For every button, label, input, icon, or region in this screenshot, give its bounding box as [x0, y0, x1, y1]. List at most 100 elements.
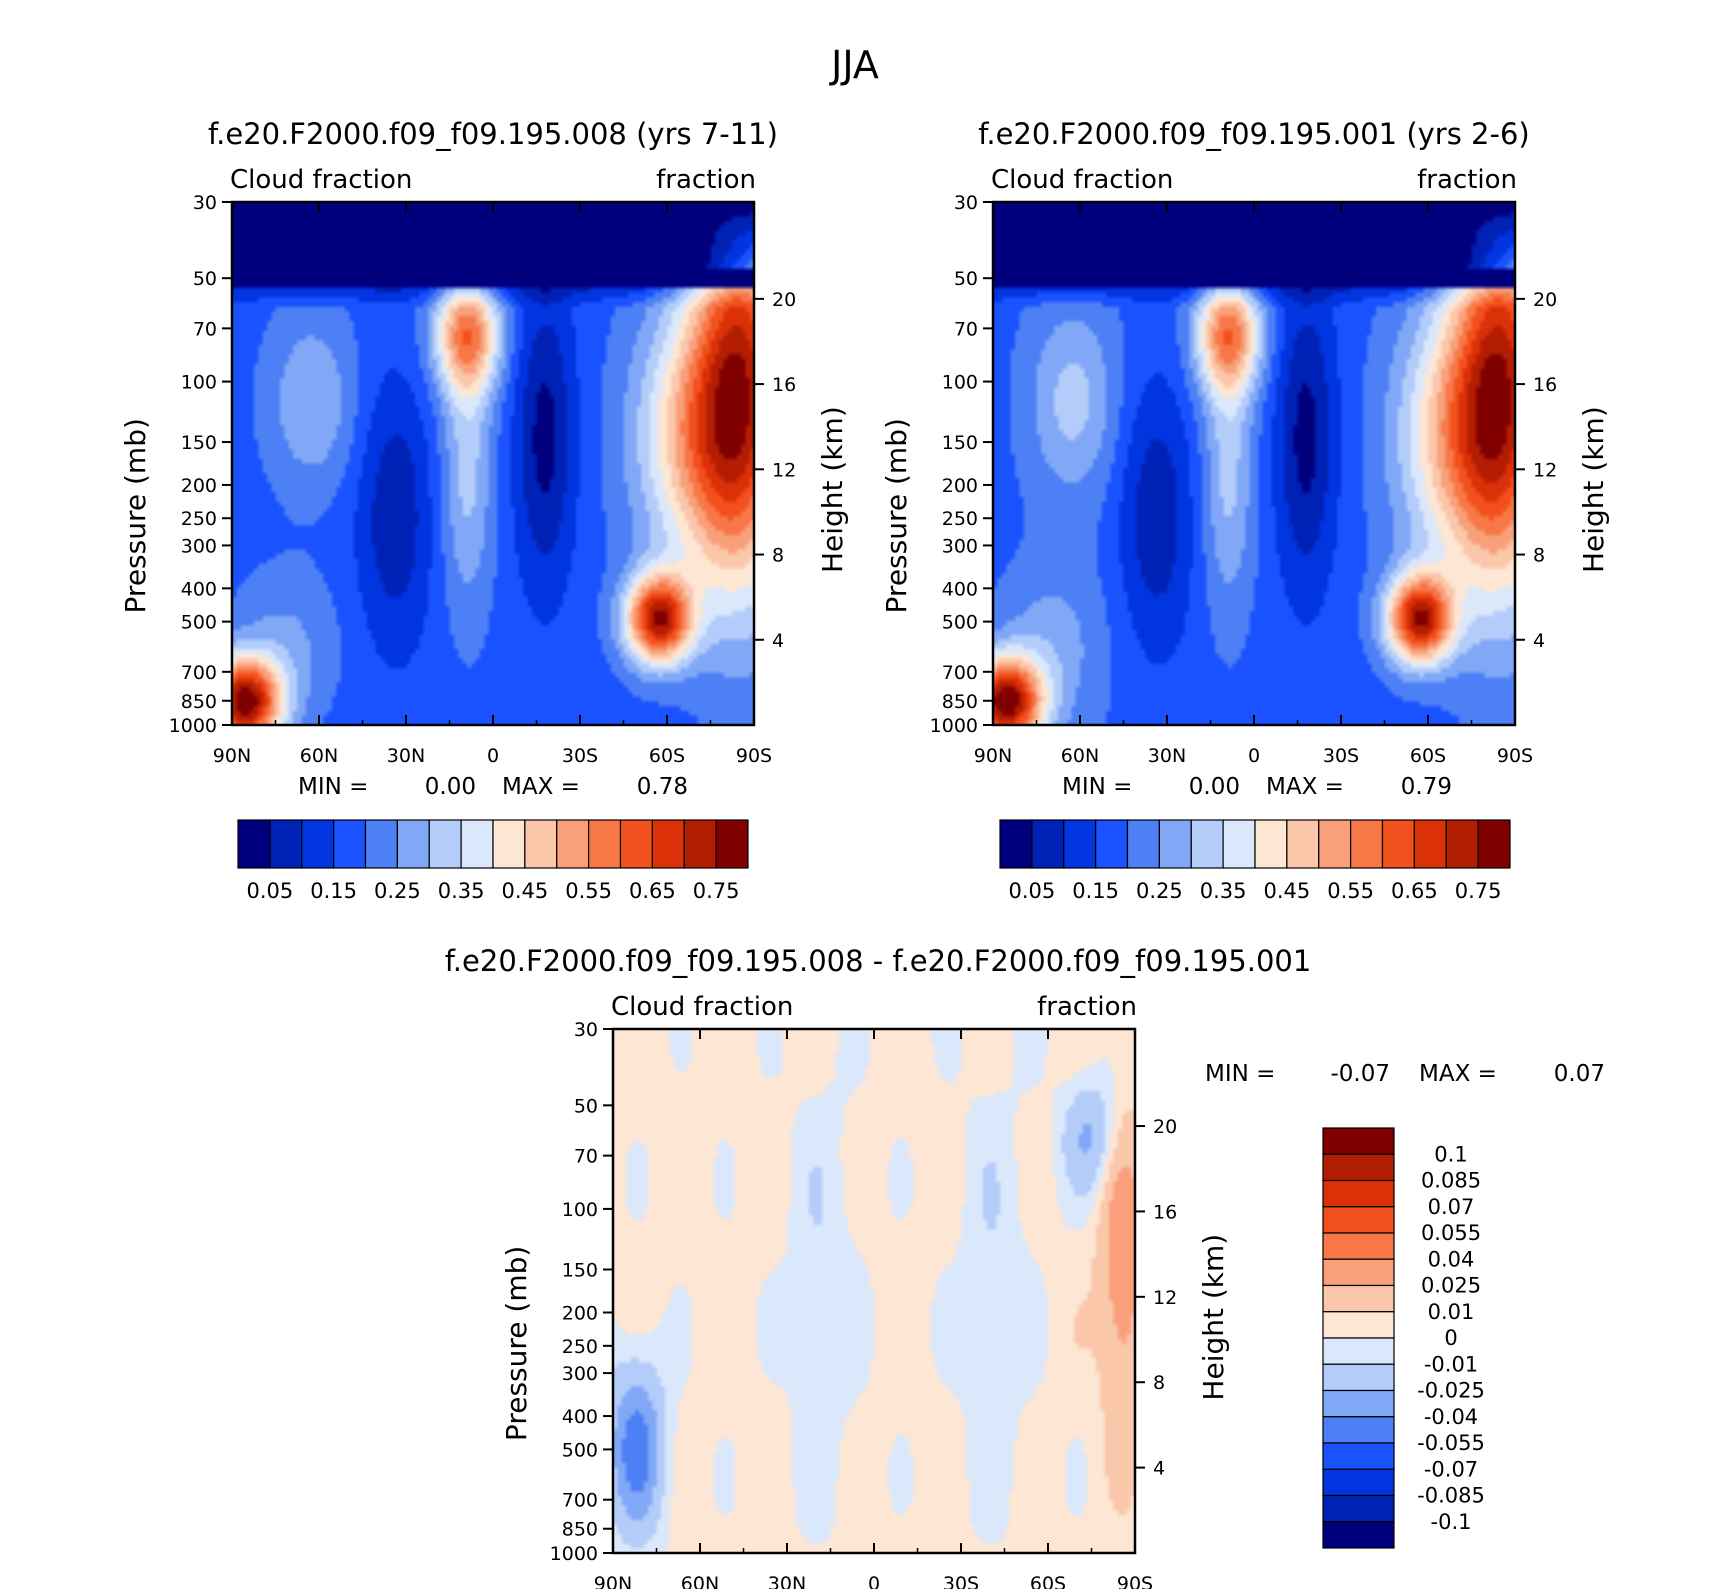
colorbar: 0.05 0.15 0.25 0.35 0.45 0.55 0.65 0.75	[237, 819, 749, 903]
y-right-tick-label: 16	[772, 374, 796, 396]
colorbar-label: 0.05	[246, 879, 293, 903]
y-right-tick-label: 4	[1533, 630, 1545, 652]
min-value: 0.00	[425, 774, 476, 800]
colorbar-swatch	[237, 819, 271, 869]
x-tick-label: 90S	[736, 745, 772, 767]
y-tick-label: 400	[942, 578, 978, 600]
y-tick-label: 850	[942, 691, 978, 713]
y-tick-label: 50	[954, 268, 978, 290]
max-label: MAX =	[502, 774, 580, 800]
y-tick-label: 70	[574, 1146, 598, 1168]
colorbar-swatch	[1322, 1521, 1395, 1549]
y-tick-label: 400	[562, 1406, 598, 1428]
y-tick-label: 100	[181, 372, 217, 394]
colorbar-label: 0.25	[1136, 879, 1183, 903]
min-label: MIN =	[1062, 774, 1132, 800]
x-tick-label: 60S	[1410, 745, 1446, 767]
colorbar-label: 0.025	[1421, 1274, 1481, 1298]
colorbar-swatch	[1254, 819, 1288, 869]
panel-left-label: Cloud fraction	[611, 992, 793, 1022]
y-tick-label: 150	[942, 432, 978, 454]
colorbar-label: 0.085	[1421, 1169, 1481, 1193]
y-tick-label: 300	[942, 535, 978, 557]
y-tick-label: 70	[954, 318, 978, 340]
colorbar-swatch	[396, 819, 430, 869]
panel-title: f.e20.F2000.f09_f09.195.008 (yrs 7-11)	[208, 117, 778, 151]
colorbar-swatch	[1031, 819, 1065, 869]
colorbar-swatch	[1322, 1284, 1395, 1313]
colorbar-swatch	[1063, 819, 1097, 869]
colorbar-label: -0.01	[1424, 1352, 1478, 1376]
colorbar-swatch	[1190, 819, 1224, 869]
x-tick-label: 0	[487, 745, 499, 767]
y-right-axis-label: Height (km)	[1197, 1234, 1230, 1401]
y-tick-label: 850	[181, 691, 217, 713]
colorbar-swatch	[1322, 1206, 1395, 1234]
colorbar-label: 0.35	[1200, 879, 1247, 903]
y-tick-label: 1000	[930, 715, 978, 737]
x-tick-label: 60N	[1061, 745, 1099, 767]
colorbar-label: -0.04	[1424, 1405, 1478, 1429]
colorbar-swatch	[999, 819, 1033, 869]
colorbar-label: 0.75	[693, 879, 740, 903]
colorbar-label: -0.07	[1424, 1457, 1478, 1481]
colorbar-label: 0.25	[374, 879, 421, 903]
y-tick-label: 850	[562, 1519, 598, 1541]
y-tick-label: 1000	[169, 715, 217, 737]
colorbar-label: 0.15	[310, 879, 357, 903]
y-tick-label: 700	[562, 1490, 598, 1512]
y-right-axis-label: Height (km)	[1577, 406, 1610, 573]
colorbar-label: 0.04	[1428, 1247, 1475, 1271]
y-tick-label: 400	[181, 578, 217, 600]
y-right-tick-label: 8	[1153, 1372, 1165, 1394]
x-tick-label: 60S	[1030, 1573, 1066, 1589]
y-right-tick-label: 8	[772, 545, 784, 567]
panel-left-label: Cloud fraction	[230, 165, 412, 195]
x-tick-label: 90N	[213, 745, 251, 767]
y-tick-label: 200	[562, 1302, 598, 1324]
colorbar-label: 0.1	[1434, 1142, 1467, 1166]
colorbar-swatch	[1126, 819, 1160, 869]
x-tick-label: 0	[1248, 745, 1260, 767]
y-tick-label: 500	[942, 612, 978, 634]
colorbar-swatch	[1445, 819, 1479, 869]
colorbar-label: 0.055	[1421, 1221, 1481, 1245]
x-tick-label: 30S	[943, 1573, 979, 1589]
panel-title: f.e20.F2000.f09_f09.195.008 - f.e20.F200…	[445, 944, 1312, 978]
colorbar-swatch	[1413, 819, 1447, 869]
colorbar-label: 0.05	[1008, 879, 1055, 903]
y-tick-label: 100	[942, 372, 978, 394]
max-value: 0.07	[1554, 1061, 1605, 1087]
colorbar-swatch	[1322, 1416, 1395, 1444]
figure-title: JJA	[829, 43, 879, 87]
colorbar-swatch	[524, 819, 558, 869]
colorbar-swatch	[683, 819, 717, 869]
colorbar-swatch	[588, 819, 622, 869]
y-tick-label: 30	[574, 1019, 598, 1041]
x-tick-label: 60S	[649, 745, 685, 767]
y-tick-label: 1000	[550, 1543, 598, 1565]
colorbar-swatch	[333, 819, 367, 869]
panel-right-label: fraction	[656, 165, 756, 195]
max-value: 0.79	[1401, 774, 1452, 800]
colorbar-swatch	[1322, 1153, 1395, 1182]
y-axis-label: Pressure (mb)	[119, 418, 152, 613]
colorbar-swatch	[1322, 1232, 1395, 1260]
panel-0: f.e20.F2000.f09_f09.195.008 (yrs 7-11) Cl…	[119, 117, 849, 903]
x-tick-label: 30N	[768, 1573, 806, 1589]
y-tick-label: 500	[181, 612, 217, 634]
colorbar-label: 0.15	[1072, 879, 1119, 903]
y-tick-label: 700	[181, 662, 217, 684]
y-right-axis-label: Height (km)	[816, 406, 849, 573]
colorbar-label: 0.65	[1391, 879, 1438, 903]
colorbar-swatch	[1095, 819, 1129, 869]
y-tick-label: 70	[193, 318, 217, 340]
colorbar-label: 0.65	[629, 879, 676, 903]
colorbar-label: 0	[1444, 1326, 1457, 1350]
min-value: -0.07	[1330, 1061, 1390, 1087]
x-tick-label: 30S	[1323, 745, 1359, 767]
x-tick-label: 60N	[681, 1573, 719, 1589]
colorbar-label: 0.35	[438, 879, 485, 903]
colorbar-swatch	[269, 819, 303, 869]
